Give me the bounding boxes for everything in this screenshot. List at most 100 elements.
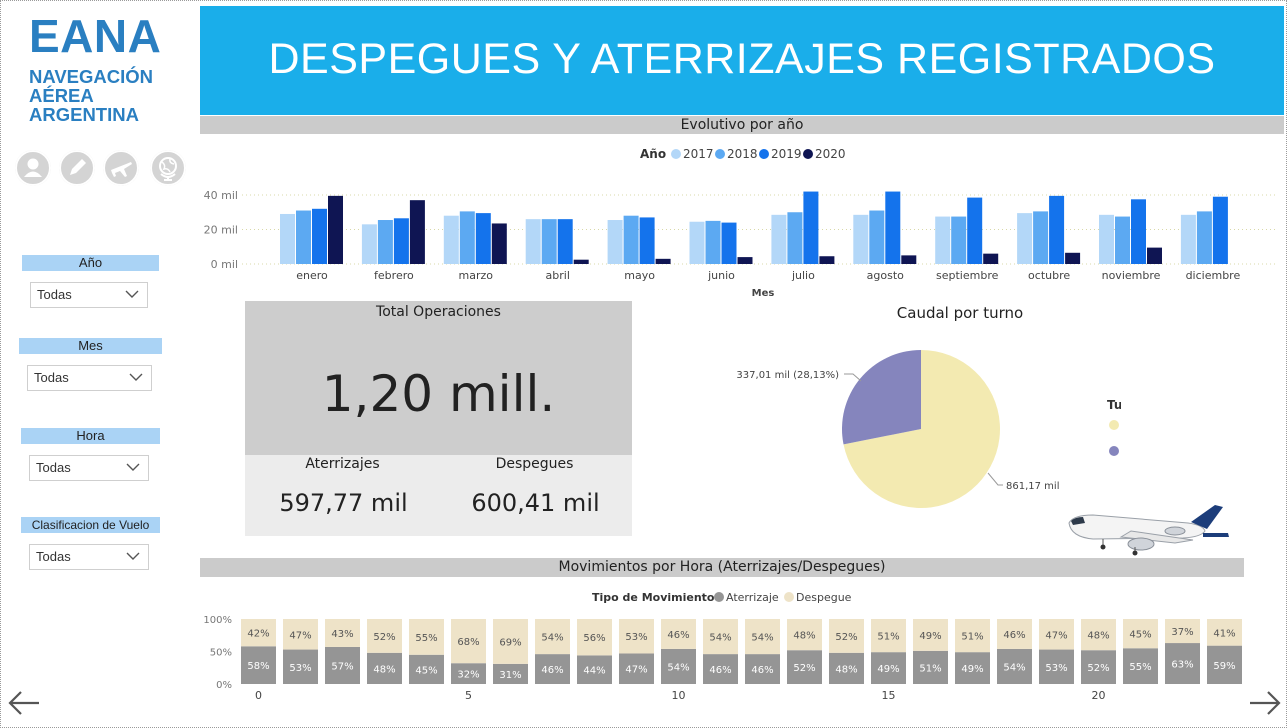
bar-2020-octubre[interactable]: [1065, 252, 1081, 264]
bar-aterrizaje-hour-12[interactable]: [745, 654, 780, 684]
bar-2018-marzo[interactable]: [459, 211, 475, 264]
bar-2017-mayo[interactable]: [607, 220, 623, 264]
bar-despegue-hour-7[interactable]: [535, 619, 570, 655]
bar-despegue-hour-3[interactable]: [367, 619, 402, 653]
bar-aterrizaje-hour-6[interactable]: [493, 663, 528, 684]
bar-2019-diciembre[interactable]: [1212, 196, 1228, 264]
bar-aterrizaje-hour-4[interactable]: [409, 654, 444, 684]
bar-2020-marzo[interactable]: [491, 223, 507, 264]
bar-2017-agosto[interactable]: [853, 214, 869, 264]
bar-despegue-hour-15[interactable]: [871, 619, 906, 653]
bar-despegue-hour-21[interactable]: [1123, 619, 1158, 649]
bar-2020-septiembre[interactable]: [983, 253, 999, 264]
bar-2017-diciembre[interactable]: [1180, 214, 1196, 264]
bar-aterrizaje-hour-0[interactable]: [241, 646, 276, 684]
bar-2018-agosto[interactable]: [869, 210, 885, 264]
bar-despegue-hour-1[interactable]: [283, 619, 318, 650]
bar-2017-junio[interactable]: [689, 221, 705, 264]
user-icon[interactable]: [15, 150, 51, 186]
bar-despegue-hour-16[interactable]: [913, 619, 948, 651]
bar-2019-julio[interactable]: [803, 191, 819, 264]
bar-2017-febrero[interactable]: [361, 224, 377, 264]
bar-despegue-hour-9[interactable]: [619, 619, 654, 654]
month-dropdown[interactable]: Todas: [27, 365, 152, 391]
legend-label[interactable]: 2019: [771, 147, 802, 161]
bar-aterrizaje-hour-11[interactable]: [703, 654, 738, 684]
bar-aterrizaje-hour-23[interactable]: [1207, 645, 1242, 684]
bar-2018-diciembre[interactable]: [1196, 211, 1212, 264]
bar-despegue-hour-6[interactable]: [493, 619, 528, 664]
hour-dropdown[interactable]: Todas: [29, 455, 149, 481]
bar-despegue-hour-17[interactable]: [955, 619, 990, 653]
previous-page-arrow-icon[interactable]: [7, 687, 41, 719]
pie-slice-nocturno[interactable]: [842, 350, 921, 445]
flight-class-dropdown[interactable]: Todas: [29, 544, 149, 570]
bar-despegue-hour-0[interactable]: [241, 619, 276, 647]
bar-aterrizaje-hour-7[interactable]: [535, 654, 570, 684]
hourly-legend-label[interactable]: Aterrizaje: [726, 591, 779, 604]
bar-2020-agosto[interactable]: [901, 255, 917, 264]
bar-2017-enero[interactable]: [280, 213, 295, 264]
bar-aterrizaje-hour-5[interactable]: [451, 663, 486, 684]
legend-label[interactable]: 2017: [683, 147, 714, 161]
bar-despegue-hour-14[interactable]: [829, 619, 864, 653]
bar-aterrizaje-hour-18[interactable]: [997, 648, 1032, 684]
bar-2018-julio[interactable]: [787, 212, 803, 264]
bar-2018-junio[interactable]: [705, 220, 721, 264]
year-dropdown[interactable]: Todas: [30, 282, 148, 308]
bar-aterrizaje-hour-17[interactable]: [955, 652, 990, 684]
bar-despegue-hour-22[interactable]: [1165, 619, 1200, 644]
legend-label[interactable]: 2020: [815, 147, 846, 161]
bar-2019-noviembre[interactable]: [1131, 199, 1146, 264]
bar-2019-marzo[interactable]: [475, 213, 491, 264]
bar-2019-septiembre[interactable]: [967, 197, 983, 264]
bar-aterrizaje-hour-1[interactable]: [283, 649, 318, 684]
bar-2017-septiembre[interactable]: [935, 216, 951, 264]
bar-despegue-hour-19[interactable]: [1039, 619, 1074, 650]
bar-aterrizaje-hour-16[interactable]: [913, 650, 948, 684]
bar-2019-abril[interactable]: [557, 219, 573, 264]
bar-2017-marzo[interactable]: [443, 215, 459, 264]
bar-despegue-hour-2[interactable]: [325, 619, 360, 647]
bar-despegue-hour-23[interactable]: [1207, 619, 1242, 646]
bar-2017-julio[interactable]: [771, 214, 787, 264]
bar-aterrizaje-hour-8[interactable]: [577, 655, 612, 684]
bar-aterrizaje-hour-14[interactable]: [829, 652, 864, 684]
bar-aterrizaje-hour-13[interactable]: [787, 650, 822, 684]
bar-2019-febrero[interactable]: [393, 218, 409, 264]
bar-despegue-hour-5[interactable]: [451, 619, 486, 664]
bar-2018-octubre[interactable]: [1033, 211, 1049, 264]
bar-2020-junio[interactable]: [737, 257, 753, 264]
bar-despegue-hour-18[interactable]: [997, 619, 1032, 649]
bar-despegue-hour-8[interactable]: [577, 619, 612, 656]
bar-despegue-hour-12[interactable]: [745, 619, 780, 655]
pie-slice-diurno[interactable]: [843, 350, 1000, 508]
bar-aterrizaje-hour-21[interactable]: [1123, 648, 1158, 684]
bar-despegue-hour-10[interactable]: [661, 619, 696, 649]
bar-2018-noviembre[interactable]: [1115, 216, 1130, 264]
bar-2020-abril[interactable]: [573, 259, 589, 264]
bar-aterrizaje-hour-19[interactable]: [1039, 649, 1074, 684]
bar-2020-mayo[interactable]: [655, 258, 671, 264]
bar-aterrizaje-hour-15[interactable]: [871, 652, 906, 684]
globe-icon[interactable]: [150, 150, 186, 186]
bar-2019-enero[interactable]: [312, 208, 327, 264]
bar-aterrizaje-hour-22[interactable]: [1165, 643, 1200, 684]
bar-2017-octubre[interactable]: [1017, 213, 1033, 264]
bar-2019-agosto[interactable]: [885, 191, 901, 264]
bar-2017-abril[interactable]: [525, 219, 541, 264]
airplane-icon[interactable]: [103, 150, 139, 186]
bar-2020-noviembre[interactable]: [1147, 247, 1162, 264]
bar-2019-junio[interactable]: [721, 222, 737, 264]
bar-2018-febrero[interactable]: [377, 220, 393, 264]
bar-2018-abril[interactable]: [541, 219, 557, 264]
bar-2018-septiembre[interactable]: [951, 216, 967, 264]
bar-despegue-hour-11[interactable]: [703, 619, 738, 655]
bar-aterrizaje-hour-9[interactable]: [619, 653, 654, 684]
bar-despegue-hour-13[interactable]: [787, 619, 822, 651]
legend-label[interactable]: 2018: [727, 147, 758, 161]
bar-despegue-hour-20[interactable]: [1081, 619, 1116, 651]
bar-2020-febrero[interactable]: [409, 200, 425, 264]
bar-2020-julio[interactable]: [819, 256, 835, 264]
bar-2018-mayo[interactable]: [623, 215, 639, 264]
